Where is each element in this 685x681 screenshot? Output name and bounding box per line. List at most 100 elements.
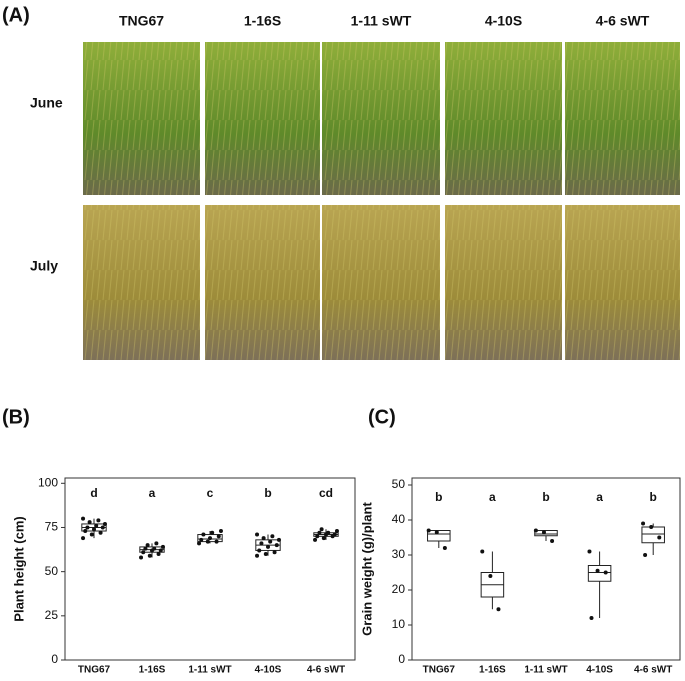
data-point [197, 541, 202, 546]
photo-texture [205, 42, 320, 195]
y-tick-label: 40 [392, 512, 406, 526]
significance-letter: cd [319, 486, 333, 500]
data-point [334, 529, 339, 534]
data-point [141, 550, 146, 555]
panel-label: (B) [2, 406, 30, 428]
photo-texture [445, 42, 562, 195]
significance-letter: d [90, 486, 97, 500]
data-point [96, 518, 101, 523]
y-tick-label: 50 [45, 564, 59, 578]
data-point [218, 529, 223, 534]
data-point [208, 536, 212, 541]
data-point [261, 536, 266, 541]
data-point [274, 543, 279, 548]
significance-letter: a [596, 490, 603, 504]
column-label: 4-10S [485, 13, 522, 29]
data-point [81, 536, 86, 541]
data-point [145, 543, 150, 548]
data-point [100, 525, 105, 530]
data-point [332, 532, 337, 537]
significance-letter: c [207, 486, 214, 500]
x-tick-label: 1-16S [139, 665, 166, 676]
photo-texture [205, 205, 320, 360]
data-point [326, 530, 331, 535]
data-point [154, 541, 159, 546]
photo-texture [83, 205, 200, 360]
data-point [313, 537, 318, 542]
data-point [488, 574, 493, 578]
data-point [315, 534, 320, 539]
data-point [317, 530, 322, 535]
photo-texture [445, 205, 562, 360]
data-point [92, 527, 96, 532]
data-point [139, 555, 144, 560]
y-tick-label: 50 [392, 477, 406, 491]
row-label: July [30, 258, 58, 274]
x-tick-label: 4-6 sWT [307, 665, 345, 676]
data-point [272, 550, 277, 555]
row-label: June [30, 95, 63, 111]
y-tick-label: 100 [38, 475, 58, 489]
data-point [255, 553, 260, 558]
photo-texture [565, 42, 680, 195]
data-point [426, 528, 431, 533]
significance-letter: b [264, 486, 271, 500]
data-point [201, 532, 206, 537]
significance-letter: a [149, 486, 156, 500]
data-point [98, 530, 103, 535]
significance-letter: b [542, 490, 549, 504]
data-point [147, 553, 152, 558]
x-tick-label: TNG67 [423, 665, 456, 676]
box [587, 565, 612, 582]
x-tick-label: 4-10S [255, 665, 282, 676]
photo-texture [322, 42, 440, 195]
y-tick-label: 20 [392, 582, 406, 596]
data-point [550, 539, 555, 543]
x-tick-label: TNG67 [78, 665, 111, 676]
box [641, 526, 665, 544]
data-point [480, 549, 485, 554]
x-tick-label: 1-11 sWT [524, 665, 567, 676]
data-point [85, 525, 90, 530]
y-tick-label: 0 [51, 652, 58, 666]
x-tick-label: 1-16S [479, 665, 506, 676]
data-point [89, 532, 94, 537]
data-point [649, 525, 654, 529]
data-point [270, 534, 275, 539]
y-tick-label: 75 [45, 520, 59, 534]
column-label: 1-16S [244, 13, 281, 29]
data-point [156, 551, 161, 556]
photo-texture [565, 205, 680, 360]
data-point [216, 534, 221, 539]
column-label: 1-11 sWT [351, 13, 412, 29]
data-point [496, 607, 501, 612]
data-point [657, 535, 662, 540]
data-point [94, 523, 99, 528]
data-point [257, 548, 262, 553]
x-tick-label: 4-6 sWT [634, 665, 672, 676]
y-axis-label: Grain weight (g)/plant [359, 502, 374, 636]
data-point [595, 568, 600, 573]
plot-frame [64, 477, 356, 661]
column-label: 4-6 sWT [596, 13, 650, 29]
significance-letter: a [489, 490, 496, 504]
box [427, 530, 451, 542]
data-point [533, 528, 538, 533]
y-tick-label: 25 [45, 608, 59, 622]
data-point [152, 546, 157, 551]
column-label: TNG67 [119, 13, 164, 29]
panel-label: (C) [368, 406, 396, 428]
data-point [199, 537, 204, 542]
data-point [643, 553, 648, 557]
significance-letter: b [650, 490, 657, 504]
data-point [81, 516, 86, 521]
data-point [205, 539, 210, 544]
y-tick-label: 0 [398, 652, 405, 666]
data-point [268, 539, 273, 544]
significance-letter: b [435, 490, 442, 504]
data-point [83, 529, 88, 534]
y-axis-label: Plant height (cm) [11, 516, 26, 621]
plot-frame [411, 477, 681, 661]
data-point [321, 536, 326, 541]
data-point [541, 530, 546, 535]
